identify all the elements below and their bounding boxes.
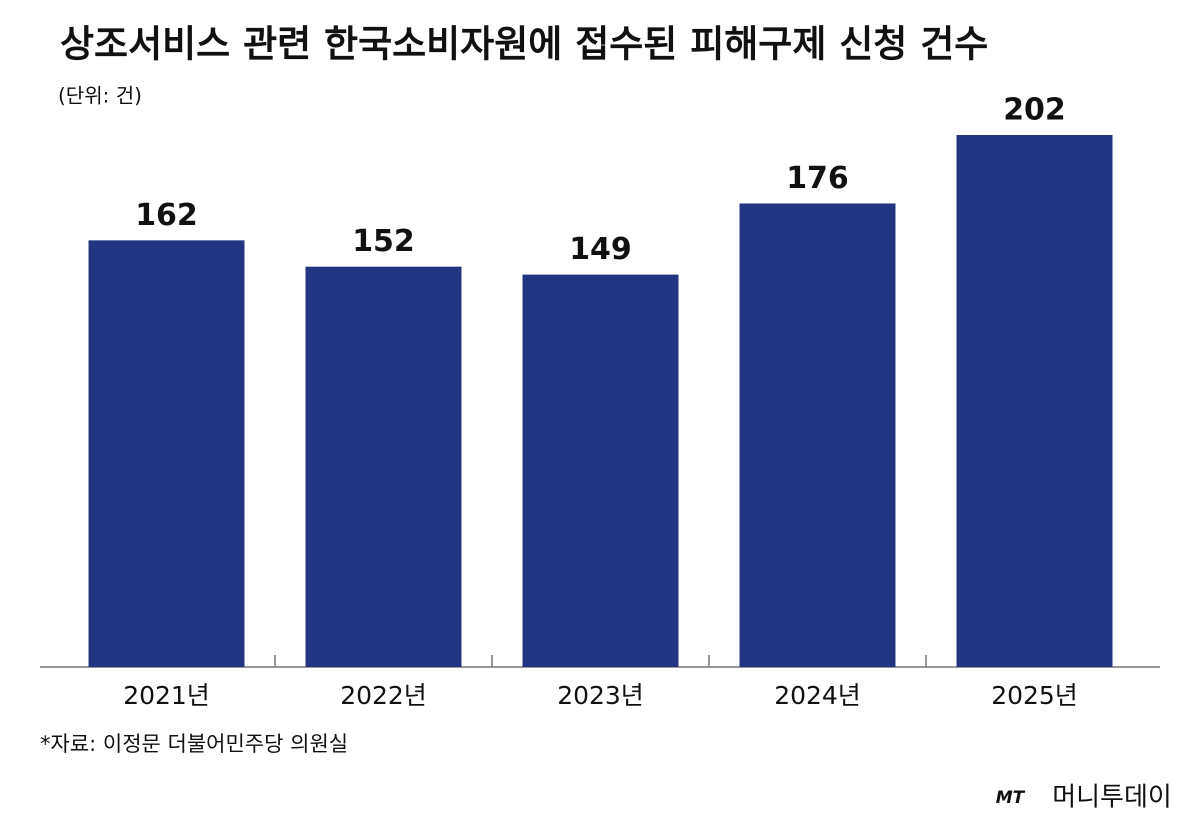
logo-name: 머니투데이 [1052, 783, 1172, 813]
logo-mark: MT [996, 788, 1026, 808]
x-tick-label: 2025년 [991, 681, 1078, 710]
bar [305, 266, 462, 667]
bar [522, 274, 679, 667]
bar [956, 135, 1113, 667]
source-note: *자료: 이정문 더불어민주당 의원실 [40, 732, 348, 756]
x-tick-label: 2023년 [557, 681, 644, 710]
chart-subtitle: (단위: 건) [58, 84, 142, 108]
value-label: 202 [1003, 93, 1066, 128]
value-label: 152 [352, 224, 415, 259]
bar [88, 240, 245, 667]
x-tick-label: 2022년 [340, 681, 427, 710]
x-tick-label: 2024년 [774, 681, 861, 710]
chart-title: 상조서비스 관련 한국소비자원에 접수된 피해구제 신청 건수 [60, 23, 988, 66]
value-label: 162 [135, 198, 198, 233]
value-label: 149 [569, 232, 632, 267]
value-label: 176 [786, 161, 849, 196]
x-tick-label: 2021년 [123, 681, 210, 710]
bar [739, 203, 896, 667]
